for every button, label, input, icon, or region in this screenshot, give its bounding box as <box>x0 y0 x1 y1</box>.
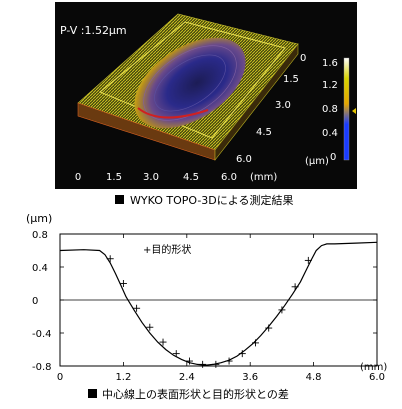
y-tick-label: -0.8 <box>32 362 52 373</box>
target-shape-point <box>304 256 312 264</box>
target-shape-point <box>172 350 180 358</box>
topo-x-tick: 0 <box>75 172 81 183</box>
target-shape-point <box>133 304 141 312</box>
topo-y-tick: 0 <box>300 53 306 64</box>
target-shape-point <box>265 324 273 332</box>
target-shape-point <box>278 306 286 314</box>
topo-x-unit: (mm) <box>250 172 277 183</box>
topo-x-tick: 4.5 <box>183 172 199 183</box>
colorbar-unit: (µm) <box>305 156 329 167</box>
measured-profile-line <box>59 241 378 366</box>
colorbar-indicator-icon <box>352 108 356 114</box>
target-shape-point <box>212 360 220 368</box>
legend-label: +目的形状 <box>143 243 191 256</box>
caption-square-icon <box>88 389 97 398</box>
surface-depression <box>134 37 246 129</box>
x-tick-label: 0 <box>57 372 63 383</box>
topo-x-tick: 6.0 <box>221 172 237 183</box>
caption-square-icon <box>115 195 124 204</box>
target-shape-point <box>225 357 233 365</box>
topo-y-tick: 4.5 <box>256 127 272 138</box>
pv-label: P-V :1.52µm <box>60 24 127 37</box>
colorbar <box>343 57 350 161</box>
y-axis-unit: (µm) <box>26 212 52 225</box>
topo-y-tick: 1.5 <box>283 74 299 85</box>
target-shape-point <box>119 280 127 287</box>
x-tick-label: 3.6 <box>242 372 258 383</box>
contour-ring <box>154 54 226 112</box>
y-tick-label: 0.8 <box>32 230 48 241</box>
x-tick-label: 4.8 <box>306 372 322 383</box>
contour-ring <box>143 45 237 121</box>
topo-y-tick: 6.0 <box>236 154 252 165</box>
x-tick-label: 1.2 <box>115 372 131 383</box>
colorbar-tick: 0.4 <box>322 128 338 139</box>
target-shape-point <box>251 339 259 347</box>
y-tick-label: 0.4 <box>32 263 48 274</box>
x-tick-label: 2.4 <box>179 372 195 383</box>
target-shape-point <box>199 360 207 368</box>
colorbar-tick: 1.2 <box>322 80 338 91</box>
colorbar-tick: 0 <box>330 152 336 163</box>
topo-x-tick: 1.5 <box>106 172 122 183</box>
top-caption: WYKO TOPO-3Dによる測定結果 <box>130 193 293 207</box>
target-shape-point <box>238 350 246 358</box>
y-tick-label: -0.4 <box>32 329 52 340</box>
x-tick-label: 6.0 <box>369 372 385 383</box>
chart-marks <box>59 241 378 368</box>
y-tick-label: 0 <box>32 296 38 307</box>
surface-right-face <box>214 43 299 161</box>
chart-axes: 0 1.2 2.4 3.6 4.8 6.0 0.8 0.4 0 -0.4 -0.8 <box>32 230 385 383</box>
target-shape-point <box>185 357 193 365</box>
bottom-caption: 中心線上の表面形状と目的形状との差 <box>102 387 289 401</box>
target-shape-point <box>146 323 154 331</box>
topo-y-tick: 3.0 <box>275 100 291 111</box>
colorbar-tick: 1.6 <box>322 58 338 69</box>
colorbar-tick: 0.8 <box>322 104 338 115</box>
target-shape-point <box>106 255 114 263</box>
target-shape-point <box>159 338 167 346</box>
depression-edge <box>137 107 209 119</box>
x-axis-unit: (mm) <box>360 362 387 373</box>
target-shape-point <box>291 283 299 291</box>
topo-x-tick: 3.0 <box>143 172 159 183</box>
